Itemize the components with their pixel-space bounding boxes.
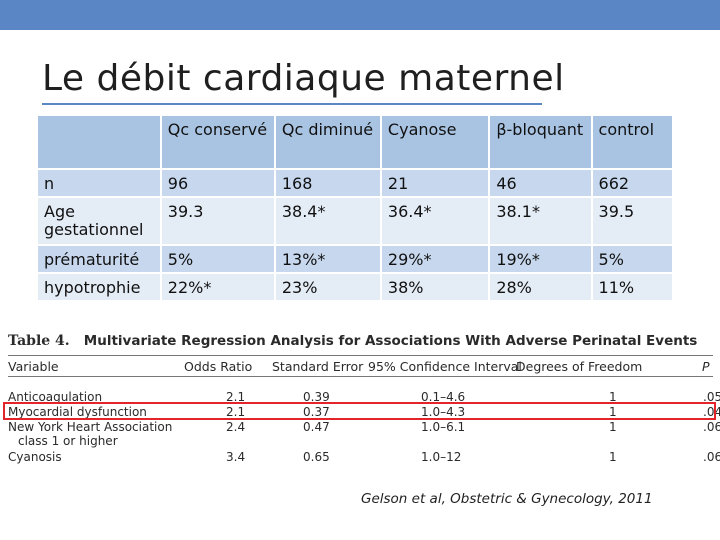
col-standard-error: Standard Error [272, 359, 364, 374]
header-beta-bloquant: β-bloquant [489, 116, 593, 169]
row-variable: Cyanosis [8, 450, 62, 464]
comparison-table: Qc conservé Qc diminué Cyanose β-bloquan… [38, 116, 672, 300]
table-cell: 23% [274, 272, 382, 300]
row-std-error: 0.65 [303, 450, 330, 464]
row-ci: 1.0–4.3 [421, 405, 466, 419]
row-variable: New York Heart Association [8, 420, 173, 434]
header-cyanose: Cyanose [380, 116, 491, 169]
row-odds-ratio: 2.1 [226, 405, 246, 419]
table-cell: 13%* [274, 244, 382, 273]
table-rule-header [8, 376, 713, 377]
row-df: 1 [609, 420, 617, 434]
row-df: 1 [609, 450, 617, 464]
table-cell: 22%* [160, 272, 276, 300]
row-variable: Anticoagulation [8, 390, 103, 404]
table-cell: 29%* [380, 244, 491, 273]
col-p: P [702, 359, 710, 374]
table-rule-top [8, 355, 713, 356]
table-cell: 36.4* [380, 196, 491, 245]
table-cell: 39.3 [160, 196, 276, 245]
table-cell: 38.1* [489, 196, 593, 245]
row-label: Age gestationnel [38, 196, 162, 245]
header-cell-empty [38, 116, 162, 169]
table-cell: 39.5 [591, 196, 672, 245]
regression-table-label: Table 4. [8, 333, 70, 349]
row-df: 1 [609, 405, 617, 419]
comparison-table-header: Qc conservé Qc diminué Cyanose β-bloquan… [38, 116, 672, 169]
table-cell: 96 [160, 168, 276, 197]
table-cell: 168 [274, 168, 382, 197]
row-label: n [38, 168, 162, 197]
table-cell: 662 [591, 168, 672, 197]
regression-table-title: Table 4. Multivariate Regression Analysi… [8, 333, 697, 349]
table-cell: 5% [160, 244, 276, 273]
regression-table-caption: Multivariate Regression Analysis for Ass… [83, 333, 698, 349]
table-cell: 38.4* [274, 196, 382, 245]
row-label: hypotrophie [38, 272, 162, 300]
table-row: Age gestationnel 39.3 38.4* 36.4* 38.1* … [38, 196, 672, 245]
col-degrees-of-freedom: Degrees of Freedom [516, 359, 643, 374]
table-row: n 96 168 21 46 662 [38, 168, 672, 197]
row-variable: Myocardial dysfunction [8, 405, 147, 419]
row-std-error: 0.37 [303, 405, 330, 419]
table-cell: 38% [380, 272, 491, 300]
slide-title: Le débit cardiaque maternel [42, 58, 565, 99]
header-qc-diminue: Qc diminué [274, 116, 382, 169]
title-underline [42, 103, 542, 105]
row-label: prématurité [38, 244, 162, 273]
table-cell: 19%* [489, 244, 593, 273]
row-p: .06 [703, 420, 720, 434]
regression-table-image: Table 4. Multivariate Regression Analysi… [0, 330, 720, 470]
table-cell: 5% [591, 244, 672, 273]
col-variable: Variable [8, 359, 59, 374]
row-std-error: 0.39 [303, 390, 330, 404]
header-qc-conserve: Qc conservé [160, 116, 276, 169]
row-variable-line2: class 1 or higher [18, 434, 118, 448]
row-p: .06 [703, 450, 720, 464]
table-row: prématurité 5% 13%* 29%* 19%* 5% [38, 244, 672, 273]
col-confidence-interval: 95% Confidence Interval [368, 359, 522, 374]
table-cell: 28% [489, 272, 593, 300]
row-odds-ratio: 3.4 [226, 450, 246, 464]
row-df: 1 [609, 390, 617, 404]
row-odds-ratio: 2.4 [226, 420, 246, 434]
row-ci: 1.0–12 [421, 450, 462, 464]
table-cell: 46 [489, 168, 593, 197]
table-cell: 21 [380, 168, 491, 197]
row-ci: 1.0–6.1 [421, 420, 466, 434]
header-control: control [591, 116, 672, 169]
table-row: hypotrophie 22%* 23% 38% 28% 11% [38, 272, 672, 300]
row-odds-ratio: 2.1 [226, 390, 246, 404]
citation: Gelson et al, Obstetric & Gynecology, 20… [361, 491, 653, 507]
row-p: .05 [703, 390, 720, 404]
row-ci: 0.1–4.6 [421, 390, 466, 404]
top-accent-bar [0, 0, 720, 30]
highlight-box [3, 402, 716, 420]
row-std-error: 0.47 [303, 420, 330, 434]
col-odds-ratio: Odds Ratio [184, 359, 253, 374]
table-cell: 11% [591, 272, 672, 300]
